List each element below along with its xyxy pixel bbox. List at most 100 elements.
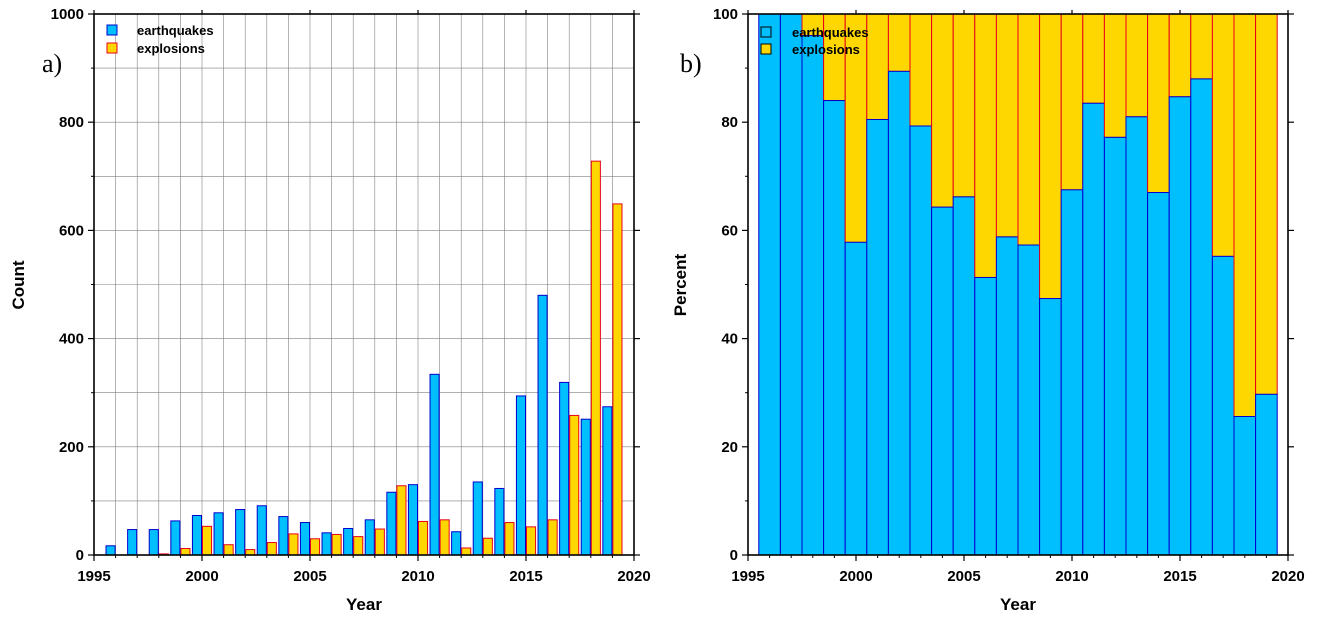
legend-swatch-earthquakes	[106, 24, 118, 36]
panel-b-bars	[758, 13, 1278, 556]
bar-earthquakes	[1039, 298, 1062, 556]
bar-earthquakes	[537, 294, 548, 556]
bar-explosions	[612, 203, 623, 556]
bar-explosions	[1017, 13, 1041, 246]
panel-b-ticks	[742, 10, 1294, 561]
bar-earthquakes	[580, 418, 591, 556]
bar-earthquakes	[823, 100, 846, 556]
bar-earthquakes	[343, 527, 354, 556]
panel-b-legend: earthquakes explosions	[760, 25, 869, 57]
y-tick-label: 60	[721, 222, 738, 239]
bar-explosions	[1168, 13, 1192, 98]
legend-label-earthquakes: earthquakes	[137, 23, 214, 38]
bar-earthquakes	[451, 531, 462, 556]
bar-earthquakes	[758, 13, 781, 556]
panel-b-xlabel: Year	[1000, 595, 1036, 614]
y-tick-label: 100	[713, 6, 738, 23]
panel-b-label: b)	[680, 49, 702, 78]
bar-explosions	[353, 536, 364, 556]
bar-explosions	[202, 525, 213, 556]
y-tick-label: 600	[59, 222, 84, 239]
bar-explosions	[547, 519, 558, 556]
bar-explosions	[1233, 13, 1257, 418]
bar-explosions	[1255, 13, 1278, 395]
bar-earthquakes	[844, 241, 868, 556]
y-tick-label: 400	[59, 331, 84, 348]
x-tick-label: 2000	[839, 568, 872, 585]
x-tick-label: 2020	[617, 568, 650, 585]
x-tick-label: 2005	[293, 568, 326, 585]
bar-explosions	[266, 542, 277, 556]
bar-earthquakes	[1168, 96, 1192, 556]
y-tick-label: 0	[730, 547, 738, 564]
bar-explosions	[1147, 13, 1170, 194]
bar-earthquakes	[1060, 189, 1084, 556]
panel-a-tick-labels: 1995 2000 2005 2010 2015 2020 0 200 400 600 800 100…	[51, 6, 651, 585]
legend-label-explosions: explosions	[137, 41, 205, 56]
bar-earthquakes	[321, 532, 332, 556]
bar-explosions	[504, 522, 515, 556]
bar-explosions	[1125, 13, 1149, 118]
bar-earthquakes	[1211, 255, 1235, 556]
x-tick-label: 2010	[1055, 568, 1088, 585]
bar-explosions	[866, 13, 889, 120]
legend-label-explosions: explosions	[792, 42, 860, 57]
y-tick-label: 800	[59, 114, 84, 131]
x-tick-label: 2005	[947, 568, 980, 585]
bar-earthquakes	[866, 118, 889, 556]
bar-earthquakes	[148, 529, 159, 556]
y-tick-label: 1000	[51, 6, 84, 23]
panel-a-legend: earthquakes explosions	[106, 23, 214, 56]
bar-earthquakes	[407, 484, 419, 556]
bar-earthquakes	[494, 487, 505, 556]
bar-explosions	[995, 13, 1019, 238]
bar-earthquakes	[779, 13, 803, 556]
bar-earthquakes	[801, 35, 825, 556]
panel-b-tick-labels: 1995 2000 2005 2010 2015 2020 0 20 40 60 80 100	[713, 6, 1305, 585]
bar-explosions	[1060, 13, 1084, 191]
panel-a-ticks	[88, 10, 640, 561]
bar-earthquakes	[235, 509, 246, 556]
bar-earthquakes	[256, 505, 267, 556]
bar-earthquakes	[299, 522, 311, 556]
bar-explosions	[590, 160, 601, 556]
bar-earthquakes	[1255, 393, 1278, 556]
bar-earthquakes	[1125, 116, 1149, 556]
legend-swatch-earthquakes	[760, 26, 772, 38]
bar-earthquakes	[559, 381, 570, 556]
bar-earthquakes	[278, 516, 289, 556]
bar-earthquakes	[429, 373, 440, 556]
bar-earthquakes	[1017, 244, 1041, 556]
bar-earthquakes	[1147, 192, 1170, 556]
bar-explosions	[331, 533, 342, 556]
bar-earthquakes	[472, 481, 483, 556]
bar-explosions	[952, 13, 976, 198]
bar-earthquakes	[170, 520, 181, 556]
bar-earthquakes	[974, 276, 997, 556]
x-tick-label: 1995	[77, 568, 110, 585]
bar-earthquakes	[909, 125, 933, 556]
bar-explosions	[223, 544, 234, 556]
panel-a: 1995 2000 2005 2010 2015 2020 0 200 400 600 800 100…	[9, 6, 651, 614]
bar-explosions	[180, 548, 191, 556]
bar-earthquakes	[515, 395, 526, 556]
bar-earthquakes	[386, 491, 397, 556]
panel-a-xlabel: Year	[346, 595, 382, 614]
bar-explosions	[374, 528, 385, 556]
bar-explosions	[1103, 13, 1127, 138]
bar-explosions	[974, 13, 997, 278]
x-tick-label: 2010	[401, 568, 434, 585]
bar-explosions	[1039, 13, 1062, 300]
bar-earthquakes	[1190, 78, 1213, 556]
y-tick-label: 40	[721, 331, 738, 348]
legend-swatch-explosions	[760, 43, 772, 55]
y-tick-label: 20	[721, 439, 738, 456]
panel-a-bars	[105, 160, 623, 556]
bar-explosions	[909, 13, 933, 127]
x-tick-label: 2000	[185, 568, 218, 585]
bar-earthquakes	[213, 512, 224, 556]
bar-earthquakes	[1082, 102, 1105, 556]
bar-explosions	[439, 519, 450, 556]
x-tick-label: 2015	[509, 568, 542, 585]
